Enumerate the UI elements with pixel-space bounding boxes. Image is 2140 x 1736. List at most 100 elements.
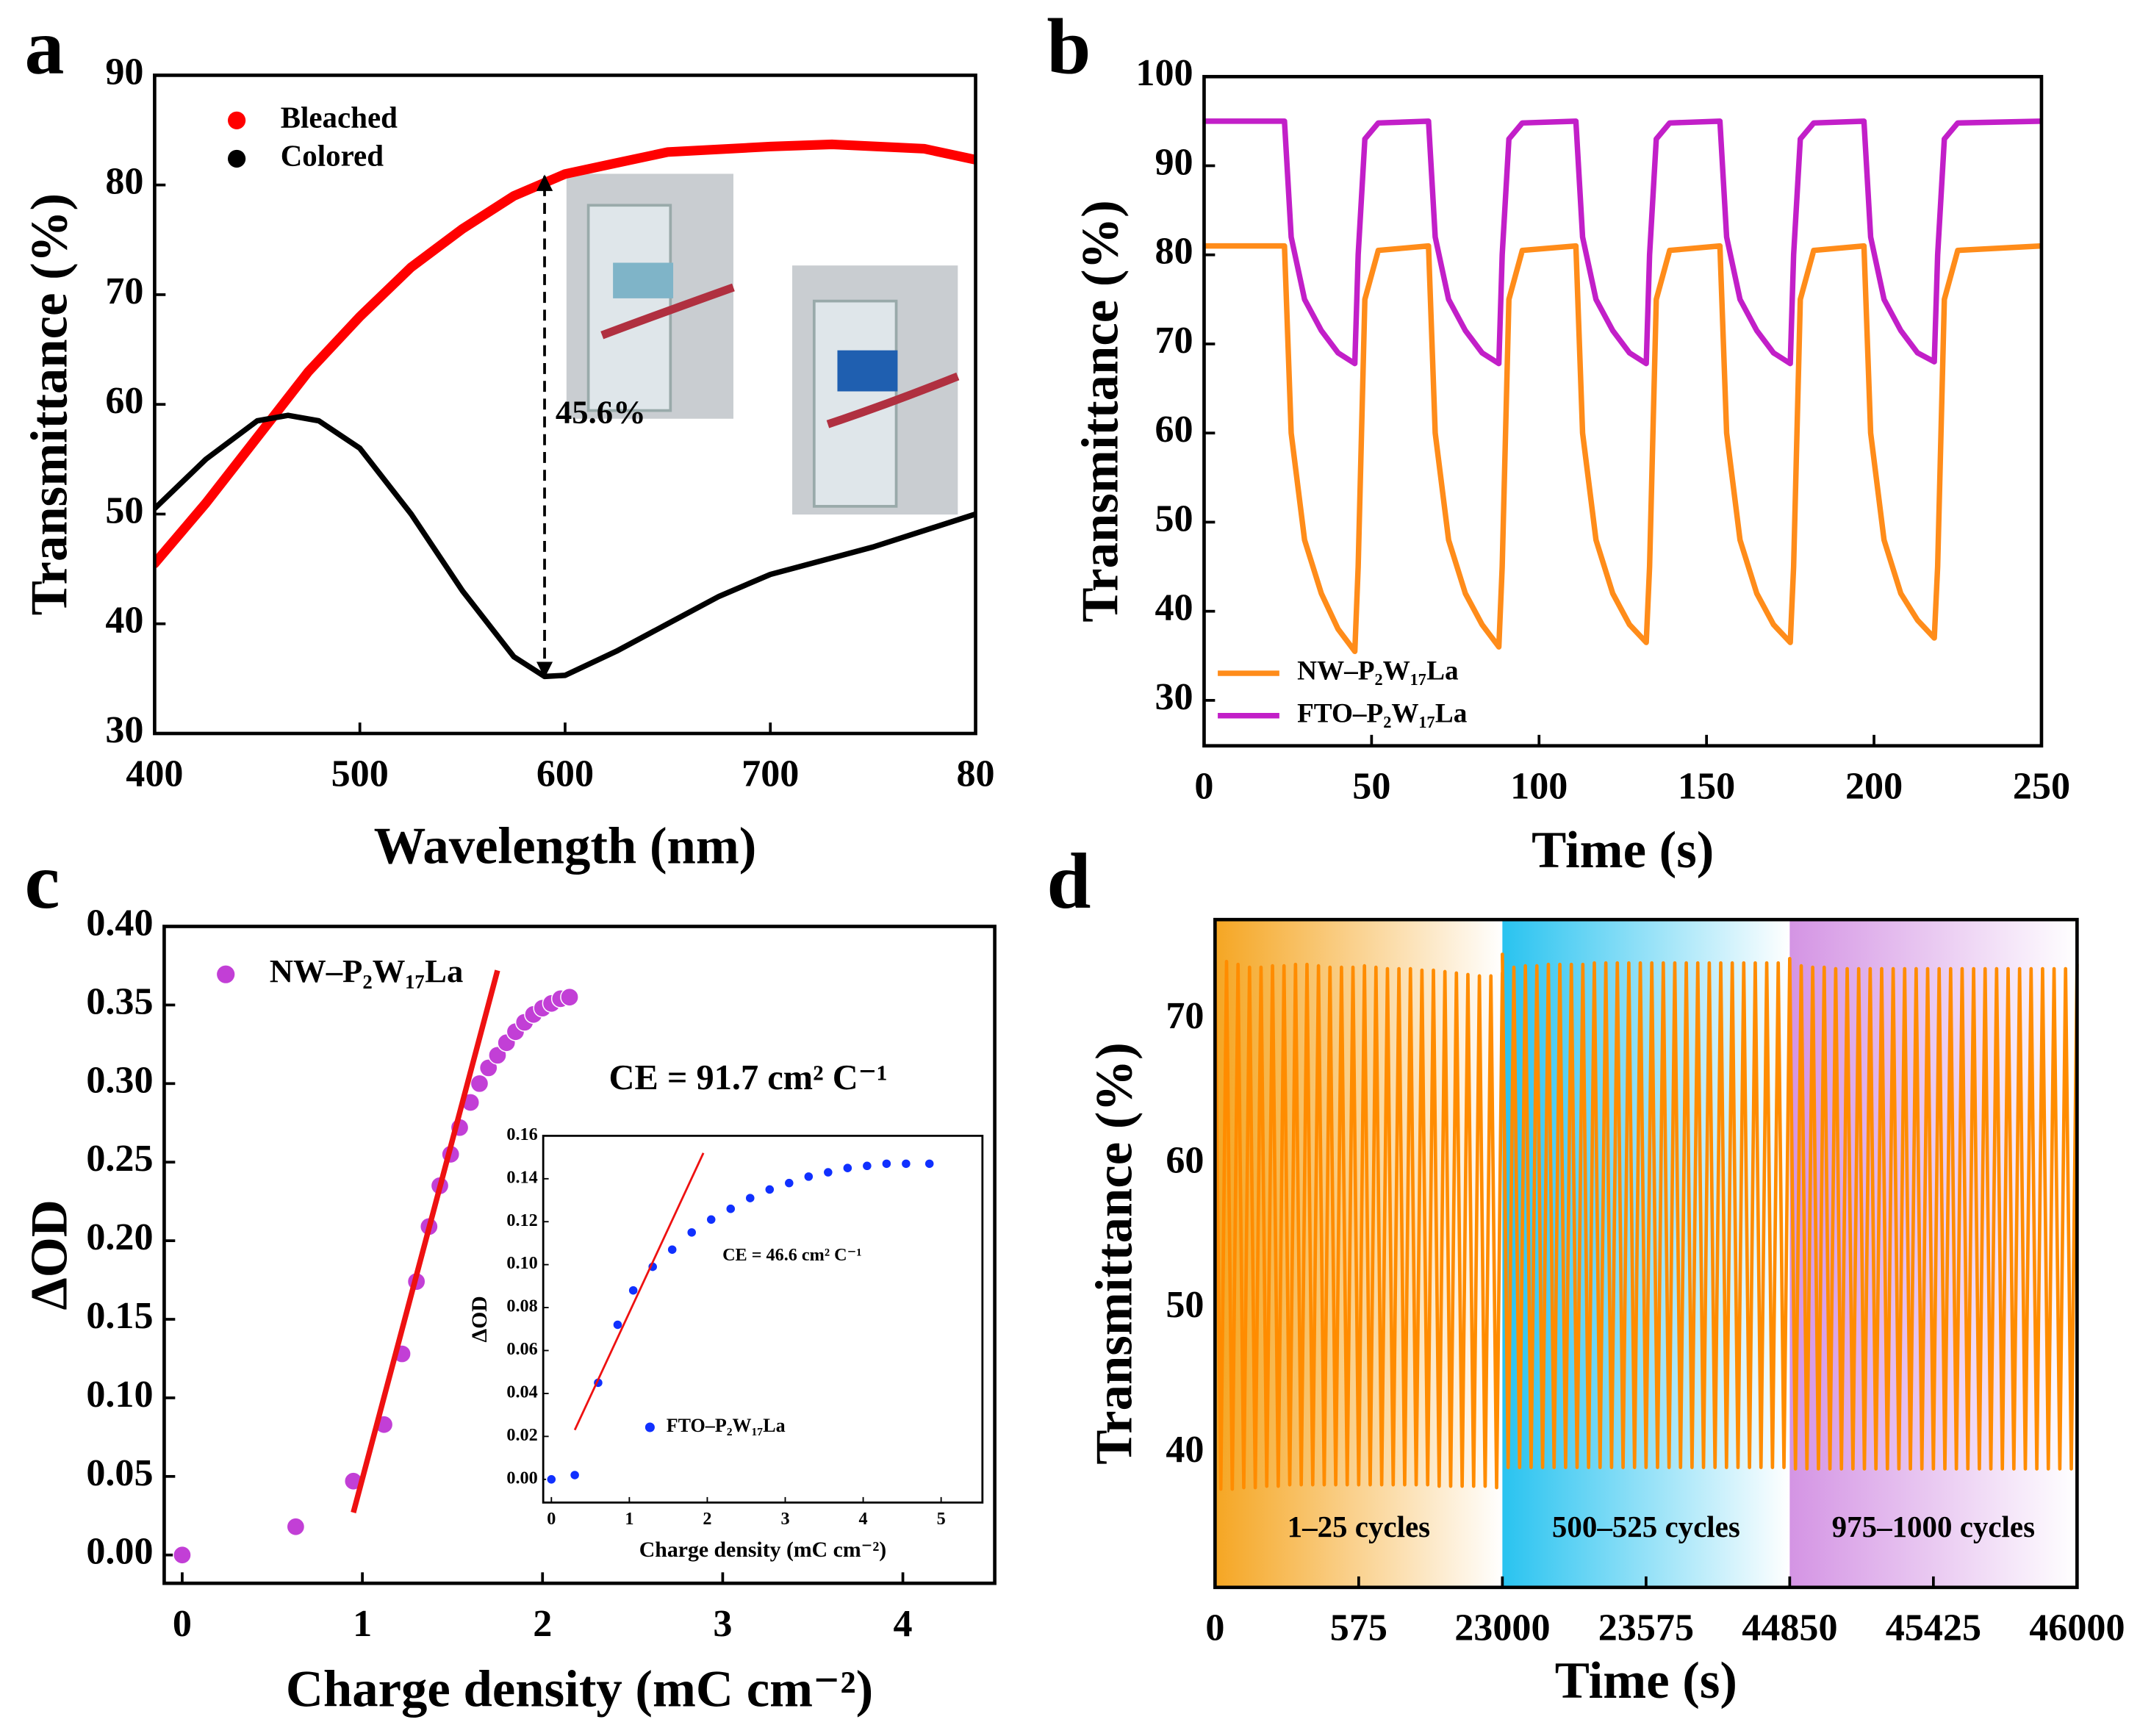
series-line: [154, 412, 976, 680]
data-point: [803, 1171, 814, 1183]
y-axis-label: Transmittance (%): [1072, 200, 1130, 622]
y-tick-label: 70: [1166, 995, 1204, 1037]
y-tick-label: 50: [105, 489, 143, 531]
data-point: [667, 1244, 678, 1255]
segment-label: 500–525 cycles: [1552, 1510, 1740, 1543]
segment-label: 1–25 cycles: [1288, 1510, 1430, 1543]
data-point: [725, 1203, 736, 1214]
y-tick-label: 0.40: [86, 902, 153, 944]
x-tick-label: 575: [1330, 1607, 1387, 1649]
y-tick-label: 0.04: [506, 1382, 537, 1402]
x-tick-label: 0: [547, 1509, 556, 1529]
x-tick-label: 0: [1194, 765, 1213, 807]
data-point: [924, 1158, 935, 1169]
y-tick-label: 0.14: [506, 1167, 537, 1187]
transmittance-line: [1213, 959, 1504, 1491]
x-tick-label: 0: [173, 1603, 192, 1645]
x-tick-label: 700: [742, 753, 799, 795]
legend-label: NW–P₂W₁₇La: [1297, 656, 1459, 686]
x-tick-label: 23000: [1454, 1607, 1550, 1649]
y-tick-label: 0.35: [86, 980, 153, 1022]
x-tick-label: 0: [1205, 1607, 1224, 1649]
y-tick-label: 50: [1155, 498, 1193, 539]
data-point: [881, 1158, 892, 1169]
x-tick-label: 5: [937, 1509, 946, 1529]
data-point: [822, 1166, 834, 1178]
x-tick-label: 2: [703, 1509, 711, 1529]
panel-letter: d: [1046, 838, 1091, 925]
y-tick-label: 40: [105, 600, 143, 642]
y-tick-label: 0.10: [506, 1253, 537, 1273]
x-tick-label: 3: [780, 1509, 789, 1529]
x-tick-label: 46000: [2029, 1607, 2125, 1649]
y-tick-label: 0.25: [86, 1138, 153, 1180]
y-tick-label: 40: [1166, 1429, 1204, 1471]
legend-swatch: [217, 965, 235, 983]
legend-label: FTO–P₂W₁₇La: [1297, 698, 1468, 728]
y-axis-label: Transmittance (%): [21, 193, 79, 615]
legend-swatch: [644, 1422, 655, 1432]
x-tick-label: 4: [894, 1603, 913, 1645]
y-tick-label: 0.10: [86, 1374, 153, 1416]
x-tick-label: 100: [1510, 765, 1568, 807]
x-tick-label: 44850: [1742, 1607, 1837, 1649]
y-tick-label: 60: [1155, 409, 1193, 451]
data-point: [705, 1214, 717, 1225]
x-axis-label: Time (s): [1555, 1652, 1737, 1710]
legend-label: FTO–P₂W₁₇La: [667, 1415, 786, 1436]
legend-label: NW–P₂W₁₇La: [270, 953, 464, 989]
data-point: [764, 1184, 775, 1195]
legend-label: Bleached: [281, 100, 398, 134]
y-tick-label: 60: [105, 380, 143, 422]
y-axis-label: ΔOD: [467, 1296, 492, 1342]
data-point: [628, 1285, 639, 1296]
y-tick-label: 30: [105, 709, 143, 751]
legend-swatch: [228, 149, 246, 168]
data-point: [286, 1517, 306, 1537]
fit-line: [573, 1152, 705, 1431]
y-tick-label: 40: [1155, 587, 1193, 629]
y-tick-label: 100: [1135, 52, 1193, 94]
transmittance-line: [1501, 953, 1792, 1469]
segment-label: 975–1000 cycles: [1832, 1510, 2035, 1543]
x-tick-label: 45425: [1886, 1607, 1981, 1649]
annotation: 45.6%: [556, 393, 646, 430]
x-tick-label: 250: [2013, 765, 2070, 807]
x-tick-label: 500: [331, 753, 389, 795]
y-axis-label: ΔOD: [21, 1199, 79, 1310]
y-tick-label: 80: [1155, 231, 1193, 273]
legend-swatch: [228, 111, 246, 129]
photo-bleached: [566, 173, 735, 419]
plot-frame: [153, 73, 977, 736]
y-tick-label: 70: [1155, 320, 1193, 362]
y-tick-label: 80: [105, 161, 143, 203]
x-tick-label: 200: [1845, 765, 1903, 807]
data-point: [900, 1158, 912, 1169]
panel-letter: b: [1046, 3, 1091, 90]
panel-letter: c: [25, 838, 60, 925]
series-line: [1204, 243, 2042, 654]
x-tick-label: 3: [713, 1603, 732, 1645]
y-tick-label: 0.20: [86, 1216, 153, 1258]
data-point: [783, 1177, 795, 1188]
annotation: CE = 46.6 cm² C⁻¹: [722, 1245, 862, 1265]
data-point: [744, 1192, 756, 1204]
data-point: [173, 1545, 192, 1565]
y-tick-label: 60: [1166, 1140, 1204, 1182]
series-line: [1204, 118, 2042, 367]
y-tick-label: 0.02: [506, 1425, 537, 1445]
x-tick-label: 1: [353, 1603, 372, 1645]
y-tick-label: 90: [105, 51, 143, 93]
annotation: CE = 91.7 cm² C⁻¹: [609, 1058, 888, 1097]
y-tick-label: 0.05: [86, 1452, 153, 1494]
fit-line: [351, 969, 500, 1513]
y-tick-label: 0.00: [86, 1531, 153, 1573]
inset-background: [543, 1136, 983, 1503]
x-axis-label: Charge density (mC cm⁻²): [286, 1660, 873, 1718]
transmittance-line: [1788, 956, 2079, 1471]
y-axis-label: Transmittance (%): [1085, 1042, 1143, 1464]
data-point: [470, 1074, 489, 1094]
y-tick-label: 30: [1155, 676, 1193, 718]
plot-frame: [162, 925, 997, 1585]
